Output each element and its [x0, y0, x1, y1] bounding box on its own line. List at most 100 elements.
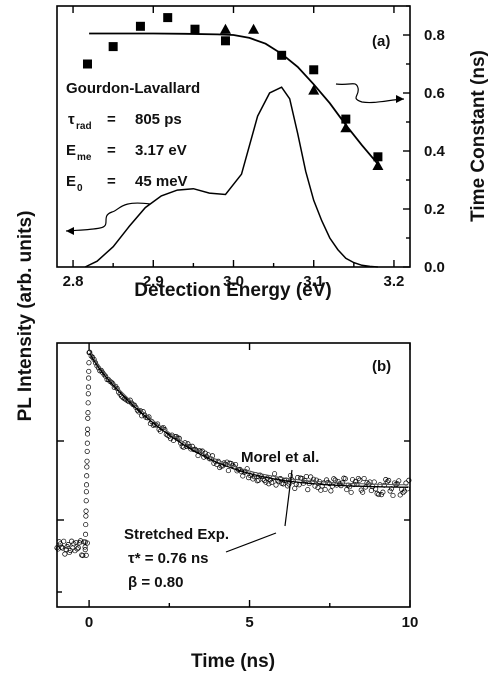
decay-data-point: [384, 479, 390, 485]
triangle-marker: [248, 23, 260, 34]
panel-a-x-tick-label: 3.2: [384, 273, 405, 290]
decay-data-point: [84, 473, 90, 479]
decay-data-point: [348, 489, 354, 495]
decay-data-point: [58, 544, 65, 550]
panel-a-y-tick-label: 0.4: [424, 143, 446, 160]
decay-data-point: [318, 487, 324, 493]
panel-a-right-y-axis-label: Time Constant (ns): [468, 50, 489, 222]
decay-data-point: [328, 488, 334, 494]
annotation-eme-value: 3.17 eV: [135, 142, 187, 159]
decay-data-point: [347, 484, 353, 490]
decay-data-point: [61, 538, 67, 544]
decay-data-point: [86, 368, 92, 374]
decay-data-point: [83, 513, 89, 519]
panel-a-markers: [82, 13, 384, 170]
decay-data-point: [85, 426, 91, 432]
annotation-eme-symbol: E: [66, 142, 76, 159]
panel-b-x-tick-label: 5: [245, 614, 253, 631]
decay-data-point: [286, 481, 292, 487]
morel-fit-line: [89, 350, 409, 486]
annotation-row-e0: E 0 = 45 meV: [66, 173, 188, 194]
annotation-tau-value: 805 ps: [135, 111, 182, 128]
panel-a-x-ticks: 2.8 2.9 3.0 3.1 3.2: [63, 6, 405, 290]
panel-b-y-ticks: [57, 440, 410, 593]
square-marker: [220, 36, 230, 46]
annotation-tau-subscript: rad: [76, 121, 92, 132]
decay-data-point: [308, 474, 314, 480]
decay-data-point: [360, 489, 366, 495]
annotation-e0-value: 45 meV: [135, 173, 188, 190]
decay-data-point: [280, 481, 286, 487]
decay-data-point: [386, 477, 392, 483]
decay-data-point: [73, 539, 79, 546]
decay-data-point: [82, 539, 88, 545]
decay-data-point: [322, 486, 328, 493]
annotation-tau-equals: =: [107, 111, 116, 128]
annotation-e0-subscript: 0: [77, 183, 83, 194]
decay-data-point: [391, 480, 397, 486]
decay-data-point: [361, 475, 367, 482]
morel-label: Morel et al.: [241, 449, 319, 466]
decay-data-point: [85, 384, 91, 390]
triangle-marker: [219, 23, 231, 34]
pl-spectrum-line: [84, 86, 378, 268]
decay-data-point: [82, 544, 88, 550]
decay-data-point: [85, 415, 91, 421]
decay-data-point: [342, 476, 348, 482]
decay-data-point: [272, 471, 278, 477]
decay-data-point: [134, 407, 140, 413]
decay-data-point: [84, 458, 90, 464]
square-marker: [82, 59, 92, 69]
panel-b-x-tick-label: 10: [402, 614, 419, 631]
decay-data-point: [85, 400, 91, 406]
stretched-exp-fit-line: [89, 352, 409, 488]
annotation-e0-equals: =: [107, 173, 116, 190]
square-marker: [309, 65, 319, 75]
morel-pointer: [284, 469, 293, 527]
decay-data-point: [60, 545, 66, 551]
decay-data-point: [371, 479, 377, 485]
panel-a-x-tick-label: 3.0: [223, 273, 244, 290]
decay-data-point: [273, 482, 279, 488]
decay-data-point: [400, 490, 406, 496]
panel-a-y-tick-label: 0.6: [424, 85, 445, 102]
decay-data-point: [337, 481, 343, 487]
decay-data-point: [84, 464, 90, 470]
decay-data-point: [292, 485, 298, 491]
decay-data-point: [296, 482, 302, 488]
decay-data-point: [331, 476, 337, 482]
decay-data-point: [78, 538, 84, 544]
decay-data-point: [277, 476, 283, 482]
decay-data-point: [357, 477, 363, 483]
arrow-to-left-axis: [65, 202, 151, 235]
panel-b: (b) 0 5 10 Morel et al. Stretched Exp. τ* …: [54, 342, 418, 672]
panel-a-y-ticks: 0.0 0.2 0.4 0.6 0.8: [403, 5, 446, 276]
decay-data-point: [244, 466, 250, 472]
triangle-marker: [340, 122, 352, 133]
decay-data-point: [86, 375, 92, 381]
square-marker: [277, 50, 287, 60]
decay-data-point: [83, 482, 90, 488]
decay-data-point: [83, 498, 89, 504]
decay-data-point: [80, 552, 86, 559]
model-title: Gourdon-Lavallard: [66, 80, 200, 97]
decay-data-point: [305, 487, 311, 493]
decay-data-point: [303, 473, 309, 480]
square-marker: [108, 42, 118, 52]
stretched-exp-label: Stretched Exp.: [124, 526, 229, 543]
decay-data-point: [403, 480, 409, 486]
panel-b-x-ticks: 0 5 10: [85, 343, 418, 631]
decay-data-point: [378, 492, 384, 498]
decay-data-point: [315, 485, 321, 491]
decay-data-point: [75, 545, 81, 551]
decay-data-point: [406, 477, 412, 483]
decay-data-point: [83, 489, 89, 495]
annotation-e0-symbol: E: [66, 173, 76, 190]
decay-data-point: [57, 541, 63, 547]
decay-data-point: [380, 489, 386, 495]
decay-data-points: [54, 349, 412, 559]
decay-data-point: [224, 459, 230, 465]
annotation-row-eme: E me = 3.17 eV: [66, 142, 187, 163]
decay-data-point: [62, 551, 68, 557]
decay-data-point: [84, 440, 90, 446]
